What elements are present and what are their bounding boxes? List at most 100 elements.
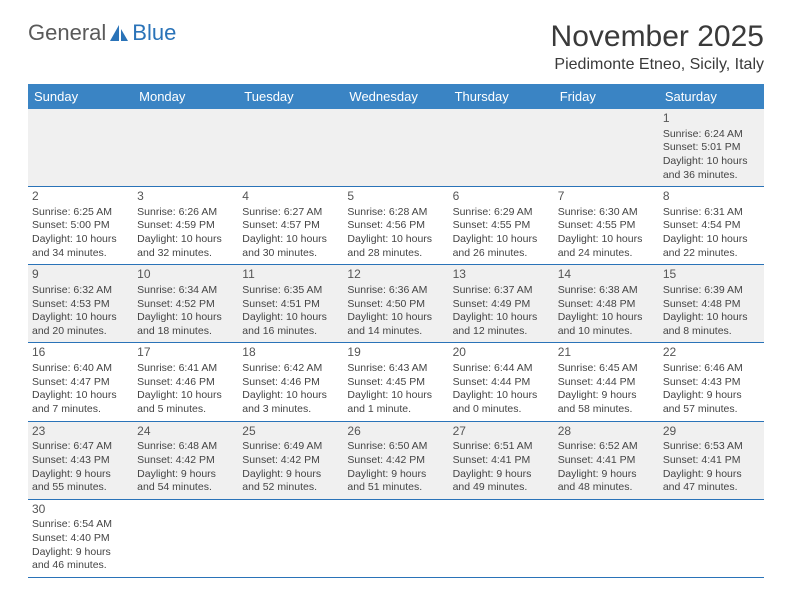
daylight-text: Daylight: 9 hours and 54 minutes.	[137, 468, 234, 495]
calendar-day-cell	[238, 499, 343, 577]
sunrise-text: Sunrise: 6:41 AM	[137, 362, 234, 376]
day-number: 28	[558, 424, 655, 440]
sunset-text: Sunset: 4:43 PM	[32, 454, 129, 468]
sunset-text: Sunset: 4:42 PM	[242, 454, 339, 468]
daylight-text: Daylight: 10 hours and 26 minutes.	[453, 233, 550, 260]
day-number: 20	[453, 345, 550, 361]
sunrise-text: Sunrise: 6:27 AM	[242, 206, 339, 220]
day-number: 6	[453, 189, 550, 205]
daylight-text: Daylight: 10 hours and 12 minutes.	[453, 311, 550, 338]
calendar-table: SundayMondayTuesdayWednesdayThursdayFrid…	[28, 84, 764, 578]
calendar-day-cell: 28Sunrise: 6:52 AMSunset: 4:41 PMDayligh…	[554, 421, 659, 499]
sunset-text: Sunset: 4:46 PM	[242, 376, 339, 390]
daylight-text: Daylight: 9 hours and 49 minutes.	[453, 468, 550, 495]
calendar-day-cell: 15Sunrise: 6:39 AMSunset: 4:48 PMDayligh…	[659, 265, 764, 343]
daylight-text: Daylight: 10 hours and 18 minutes.	[137, 311, 234, 338]
weekday-header: Friday	[554, 84, 659, 109]
weekday-header: Wednesday	[343, 84, 448, 109]
daylight-text: Daylight: 10 hours and 16 minutes.	[242, 311, 339, 338]
sunrise-text: Sunrise: 6:39 AM	[663, 284, 760, 298]
sunset-text: Sunset: 4:48 PM	[663, 298, 760, 312]
calendar-day-cell: 11Sunrise: 6:35 AMSunset: 4:51 PMDayligh…	[238, 265, 343, 343]
sunrise-text: Sunrise: 6:31 AM	[663, 206, 760, 220]
daylight-text: Daylight: 10 hours and 20 minutes.	[32, 311, 129, 338]
calendar-day-cell: 24Sunrise: 6:48 AMSunset: 4:42 PMDayligh…	[133, 421, 238, 499]
calendar-day-cell: 14Sunrise: 6:38 AMSunset: 4:48 PMDayligh…	[554, 265, 659, 343]
calendar-day-cell	[449, 499, 554, 577]
day-number: 7	[558, 189, 655, 205]
daylight-text: Daylight: 10 hours and 34 minutes.	[32, 233, 129, 260]
sunset-text: Sunset: 4:56 PM	[347, 219, 444, 233]
day-number: 1	[663, 111, 760, 127]
sunrise-text: Sunrise: 6:44 AM	[453, 362, 550, 376]
sunset-text: Sunset: 5:01 PM	[663, 141, 760, 155]
sunset-text: Sunset: 4:43 PM	[663, 376, 760, 390]
calendar-day-cell: 23Sunrise: 6:47 AMSunset: 4:43 PMDayligh…	[28, 421, 133, 499]
daylight-text: Daylight: 9 hours and 47 minutes.	[663, 468, 760, 495]
location: Piedimonte Etneo, Sicily, Italy	[551, 56, 764, 74]
calendar-day-cell: 7Sunrise: 6:30 AMSunset: 4:55 PMDaylight…	[554, 187, 659, 265]
day-number: 30	[32, 502, 129, 518]
daylight-text: Daylight: 10 hours and 22 minutes.	[663, 233, 760, 260]
sunset-text: Sunset: 4:54 PM	[663, 219, 760, 233]
sunset-text: Sunset: 4:45 PM	[347, 376, 444, 390]
day-number: 14	[558, 267, 655, 283]
logo-text-general: General	[28, 20, 106, 46]
daylight-text: Daylight: 10 hours and 32 minutes.	[137, 233, 234, 260]
daylight-text: Daylight: 10 hours and 1 minute.	[347, 389, 444, 416]
calendar-day-cell: 2Sunrise: 6:25 AMSunset: 5:00 PMDaylight…	[28, 187, 133, 265]
day-number: 2	[32, 189, 129, 205]
sunrise-text: Sunrise: 6:38 AM	[558, 284, 655, 298]
sunrise-text: Sunrise: 6:26 AM	[137, 206, 234, 220]
calendar-day-cell: 5Sunrise: 6:28 AMSunset: 4:56 PMDaylight…	[343, 187, 448, 265]
day-number: 10	[137, 267, 234, 283]
calendar-day-cell: 8Sunrise: 6:31 AMSunset: 4:54 PMDaylight…	[659, 187, 764, 265]
day-number: 26	[347, 424, 444, 440]
calendar-day-cell: 1Sunrise: 6:24 AMSunset: 5:01 PMDaylight…	[659, 109, 764, 187]
sunrise-text: Sunrise: 6:30 AM	[558, 206, 655, 220]
calendar-day-cell	[554, 499, 659, 577]
logo-text-blue: Blue	[132, 20, 176, 46]
calendar-day-cell: 12Sunrise: 6:36 AMSunset: 4:50 PMDayligh…	[343, 265, 448, 343]
day-number: 11	[242, 267, 339, 283]
sunrise-text: Sunrise: 6:47 AM	[32, 440, 129, 454]
sunrise-text: Sunrise: 6:25 AM	[32, 206, 129, 220]
day-number: 4	[242, 189, 339, 205]
sunset-text: Sunset: 4:57 PM	[242, 219, 339, 233]
daylight-text: Daylight: 10 hours and 24 minutes.	[558, 233, 655, 260]
calendar-day-cell	[343, 109, 448, 187]
sunset-text: Sunset: 4:55 PM	[558, 219, 655, 233]
sunset-text: Sunset: 4:52 PM	[137, 298, 234, 312]
sunset-text: Sunset: 4:44 PM	[558, 376, 655, 390]
daylight-text: Daylight: 10 hours and 28 minutes.	[347, 233, 444, 260]
sunset-text: Sunset: 4:42 PM	[137, 454, 234, 468]
sunrise-text: Sunrise: 6:35 AM	[242, 284, 339, 298]
logo: General Blue	[28, 20, 176, 46]
calendar-day-cell	[238, 109, 343, 187]
calendar-day-cell	[554, 109, 659, 187]
day-number: 3	[137, 189, 234, 205]
day-number: 9	[32, 267, 129, 283]
daylight-text: Daylight: 10 hours and 3 minutes.	[242, 389, 339, 416]
calendar-week-row: 2Sunrise: 6:25 AMSunset: 5:00 PMDaylight…	[28, 187, 764, 265]
sunset-text: Sunset: 4:41 PM	[453, 454, 550, 468]
sunrise-text: Sunrise: 6:40 AM	[32, 362, 129, 376]
calendar-day-cell: 16Sunrise: 6:40 AMSunset: 4:47 PMDayligh…	[28, 343, 133, 421]
daylight-text: Daylight: 9 hours and 48 minutes.	[558, 468, 655, 495]
sunrise-text: Sunrise: 6:49 AM	[242, 440, 339, 454]
sunset-text: Sunset: 4:40 PM	[32, 532, 129, 546]
sunrise-text: Sunrise: 6:28 AM	[347, 206, 444, 220]
sunset-text: Sunset: 4:41 PM	[558, 454, 655, 468]
calendar-week-row: 9Sunrise: 6:32 AMSunset: 4:53 PMDaylight…	[28, 265, 764, 343]
calendar-day-cell: 21Sunrise: 6:45 AMSunset: 4:44 PMDayligh…	[554, 343, 659, 421]
calendar-day-cell	[133, 109, 238, 187]
sunrise-text: Sunrise: 6:46 AM	[663, 362, 760, 376]
calendar-day-cell	[343, 499, 448, 577]
day-number: 25	[242, 424, 339, 440]
calendar-day-cell: 30Sunrise: 6:54 AMSunset: 4:40 PMDayligh…	[28, 499, 133, 577]
calendar-day-cell	[659, 499, 764, 577]
day-number: 8	[663, 189, 760, 205]
weekday-header: Tuesday	[238, 84, 343, 109]
sunset-text: Sunset: 5:00 PM	[32, 219, 129, 233]
header: General Blue November 2025 Piedimonte Et…	[28, 20, 764, 74]
